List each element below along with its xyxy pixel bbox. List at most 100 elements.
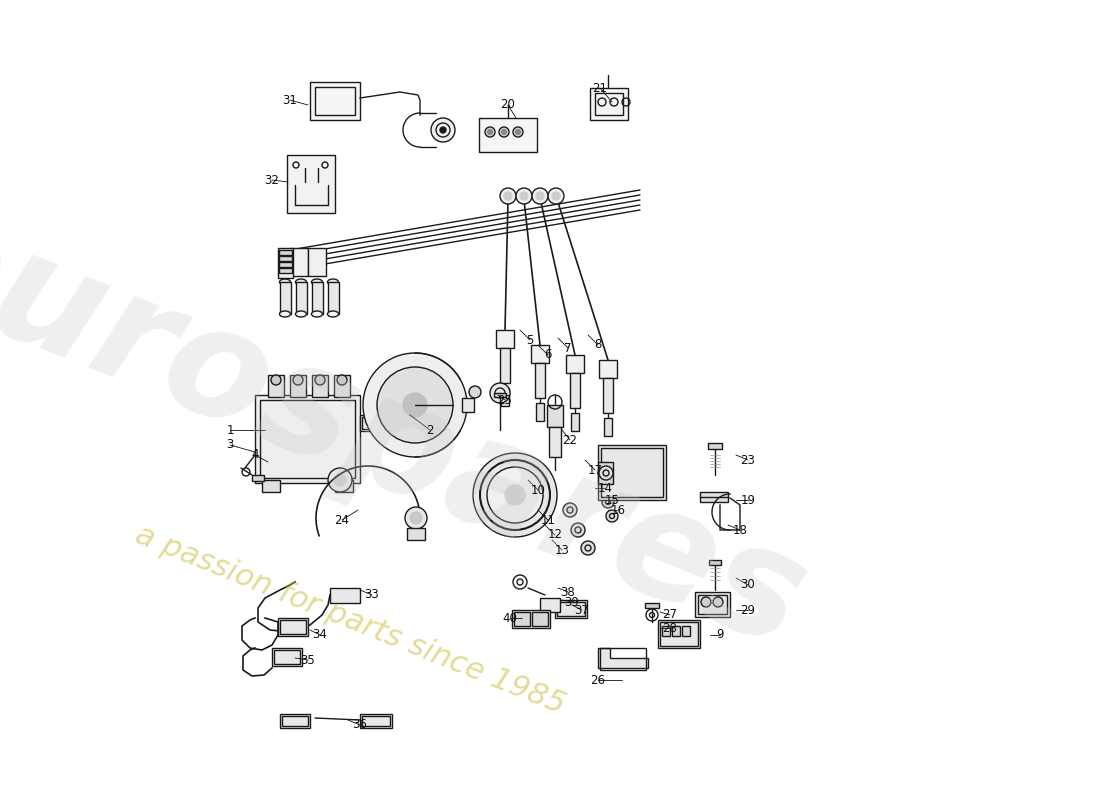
Text: 19: 19 <box>740 494 756 506</box>
Bar <box>698 595 727 614</box>
Bar <box>494 393 506 397</box>
Text: 37: 37 <box>574 603 590 617</box>
Bar <box>700 492 728 502</box>
Bar <box>279 268 292 273</box>
Circle shape <box>500 188 516 204</box>
Text: 25: 25 <box>497 394 513 406</box>
Circle shape <box>473 453 557 537</box>
Circle shape <box>334 474 346 486</box>
Circle shape <box>363 353 468 457</box>
Text: 30: 30 <box>740 578 756 591</box>
Circle shape <box>499 127 509 137</box>
Bar <box>660 622 698 646</box>
Bar <box>312 375 328 397</box>
Bar <box>604 418 612 436</box>
Ellipse shape <box>328 311 339 317</box>
Bar <box>252 475 264 481</box>
Bar <box>407 528 425 540</box>
Bar <box>598 462 613 484</box>
Text: 31: 31 <box>283 94 297 106</box>
Ellipse shape <box>296 279 307 285</box>
Text: 11: 11 <box>540 514 556 526</box>
Bar <box>600 648 646 670</box>
Circle shape <box>563 503 578 517</box>
Circle shape <box>469 386 481 398</box>
Circle shape <box>571 523 585 537</box>
Circle shape <box>405 507 427 529</box>
Text: 7: 7 <box>564 342 572 354</box>
Bar <box>478 118 537 152</box>
Ellipse shape <box>328 279 339 285</box>
Bar <box>557 602 585 616</box>
Bar <box>255 395 360 483</box>
Circle shape <box>602 496 614 508</box>
Bar <box>328 282 339 314</box>
Bar <box>695 592 730 617</box>
Bar <box>279 262 292 267</box>
Text: 10: 10 <box>530 483 546 497</box>
Bar <box>570 373 580 408</box>
Bar <box>462 398 474 412</box>
Circle shape <box>713 597 723 607</box>
Bar <box>278 248 293 278</box>
Text: 1: 1 <box>227 423 233 437</box>
Text: 26: 26 <box>591 674 605 686</box>
Text: 28: 28 <box>662 622 678 634</box>
Bar <box>514 612 530 626</box>
Bar <box>260 400 355 478</box>
Bar <box>556 600 587 618</box>
Polygon shape <box>598 648 648 668</box>
Bar <box>547 405 563 427</box>
Bar <box>282 716 308 726</box>
Bar <box>710 560 720 565</box>
Bar <box>334 375 350 397</box>
Bar <box>308 248 326 276</box>
Text: 14: 14 <box>597 482 613 494</box>
Bar <box>279 256 292 261</box>
Bar <box>360 415 382 431</box>
Bar <box>362 417 380 429</box>
Bar <box>274 650 300 664</box>
Text: 5: 5 <box>526 334 534 346</box>
Bar <box>540 598 560 612</box>
Bar <box>601 448 663 497</box>
Bar <box>512 610 550 628</box>
Circle shape <box>600 482 610 494</box>
Circle shape <box>504 192 512 200</box>
Bar <box>571 413 579 431</box>
Bar <box>532 612 548 626</box>
Bar <box>287 155 336 213</box>
Bar <box>598 445 666 500</box>
Circle shape <box>403 393 427 417</box>
Text: 13: 13 <box>554 543 570 557</box>
Bar <box>279 282 290 314</box>
Bar <box>645 603 659 608</box>
Circle shape <box>536 192 544 200</box>
Circle shape <box>516 188 532 204</box>
Ellipse shape <box>296 311 307 317</box>
Bar <box>600 360 617 378</box>
Bar <box>315 87 355 115</box>
Circle shape <box>487 467 543 523</box>
Bar <box>500 348 510 383</box>
Circle shape <box>377 367 453 443</box>
Circle shape <box>600 466 613 480</box>
Ellipse shape <box>279 279 290 285</box>
Bar <box>336 480 353 492</box>
Bar <box>279 250 292 255</box>
Bar <box>262 480 280 492</box>
Text: 16: 16 <box>610 503 626 517</box>
Bar <box>658 620 700 648</box>
Bar <box>311 282 322 314</box>
Text: 22: 22 <box>562 434 578 446</box>
Text: 8: 8 <box>594 338 602 351</box>
Text: 34: 34 <box>312 629 328 642</box>
Bar <box>278 618 308 636</box>
Bar <box>595 93 623 115</box>
Bar <box>496 330 514 348</box>
Bar <box>290 248 308 276</box>
Bar <box>362 716 390 726</box>
Text: 6: 6 <box>544 349 552 362</box>
Text: 38: 38 <box>561 586 575 598</box>
Bar <box>330 588 360 603</box>
